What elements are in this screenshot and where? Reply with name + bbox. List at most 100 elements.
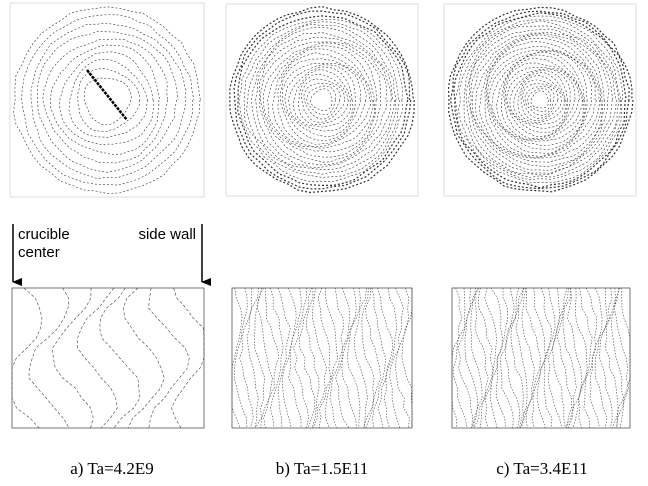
- contour-line: [59, 51, 155, 145]
- plot-frame: [11, 287, 205, 429]
- contour-line: [547, 287, 563, 429]
- contour-line: [297, 73, 349, 125]
- contour-line: [42, 38, 169, 164]
- contour-line: [148, 287, 190, 429]
- contour-line: [231, 287, 243, 429]
- contour-line: [281, 63, 362, 142]
- contour-line: [229, 5, 415, 194]
- contour-line: [488, 51, 588, 150]
- contour-line: [279, 58, 367, 145]
- plot-frame: [443, 3, 637, 197]
- contour-line: [251, 27, 395, 170]
- contour-line: [293, 288, 309, 429]
- contour-line: [377, 287, 394, 429]
- contour-plot: [9, 2, 205, 198]
- contour-line: [489, 287, 503, 429]
- contour-line: [470, 287, 483, 429]
- contour-line: [284, 64, 356, 138]
- contour-line: [578, 287, 593, 429]
- contour-line: [99, 287, 141, 429]
- contour-line: [288, 66, 354, 132]
- contour-line: [479, 37, 602, 159]
- contour-line: [255, 32, 392, 169]
- contour-line: [238, 18, 404, 182]
- contour-line: [517, 75, 565, 123]
- contour-line: [567, 287, 582, 429]
- contour-plot: [231, 287, 413, 429]
- contour-line: [239, 287, 254, 429]
- contour-plot: [11, 287, 205, 429]
- contour-line: [464, 287, 478, 429]
- contour-line: [543, 287, 556, 429]
- contour-line: [599, 287, 613, 429]
- contour-line: [475, 34, 603, 163]
- contour-line: [246, 23, 397, 175]
- contour-line: [513, 72, 567, 126]
- contour-line: [13, 6, 201, 194]
- contour-line: [611, 287, 625, 429]
- contour-line: [28, 287, 70, 429]
- contour-line: [562, 287, 577, 429]
- contour-line: [594, 287, 608, 429]
- contour-line: [263, 287, 280, 429]
- contour-line: [604, 287, 619, 429]
- contour-line: [30, 22, 187, 179]
- contour-line: [353, 287, 368, 429]
- contour-line: [472, 33, 605, 168]
- contour-line: [288, 287, 302, 429]
- contour-line: [509, 69, 568, 129]
- contour-line: [551, 287, 568, 429]
- contour-line: [303, 82, 341, 120]
- contour-line: [495, 287, 509, 429]
- contour-line: [524, 85, 555, 116]
- contour-line: [496, 54, 585, 142]
- contour-line: [525, 287, 541, 429]
- contour-line: [458, 19, 622, 180]
- contour-line: [317, 287, 332, 429]
- panel-caption: b) Ta=1.5E11: [276, 459, 368, 478]
- contour-line: [473, 287, 489, 429]
- contour-line: [233, 10, 412, 190]
- annotation: center: [18, 244, 60, 261]
- contour-line: [258, 36, 388, 166]
- contour-line: [389, 287, 404, 429]
- contour-line: [499, 287, 515, 429]
- contour-line: [37, 30, 179, 173]
- panel-caption: a) Ta=4.2E9: [70, 459, 154, 478]
- contour-line: [470, 31, 610, 172]
- contour-line: [281, 287, 297, 429]
- plot-frame: [9, 2, 205, 198]
- contour-line: [77, 287, 118, 429]
- contour-line: [86, 69, 128, 121]
- contour-line: [270, 287, 284, 429]
- contour-line: [21, 14, 195, 186]
- contour-line: [243, 21, 400, 178]
- contour-line: [401, 288, 413, 428]
- contour-line: [484, 41, 600, 159]
- contour-line: [11, 287, 43, 429]
- contour-plot: [451, 287, 631, 429]
- panel-caption: c) Ta=3.4E11: [496, 459, 587, 478]
- contour-plot: [443, 3, 637, 197]
- contour-line: [299, 287, 316, 429]
- contour-line: [453, 12, 627, 189]
- contour-line: [506, 68, 571, 133]
- contour-line: [267, 45, 375, 153]
- contour-line: [335, 287, 350, 429]
- contour-line: [556, 287, 573, 429]
- contour-line: [527, 87, 552, 112]
- annotation: side wall: [138, 226, 196, 243]
- annotation: crucible: [18, 226, 70, 243]
- contour-line: [486, 45, 597, 158]
- contour-line: [346, 287, 361, 429]
- contour-line: [325, 287, 339, 429]
- contour-line: [272, 48, 374, 149]
- contour-line: [395, 287, 410, 429]
- contour-line: [383, 287, 398, 429]
- contour-line: [465, 25, 617, 176]
- plot-frame: [231, 287, 413, 429]
- contour-line: [68, 59, 148, 138]
- contour-line: [491, 51, 586, 146]
- contour-line: [452, 287, 468, 429]
- contour-line: [477, 287, 493, 429]
